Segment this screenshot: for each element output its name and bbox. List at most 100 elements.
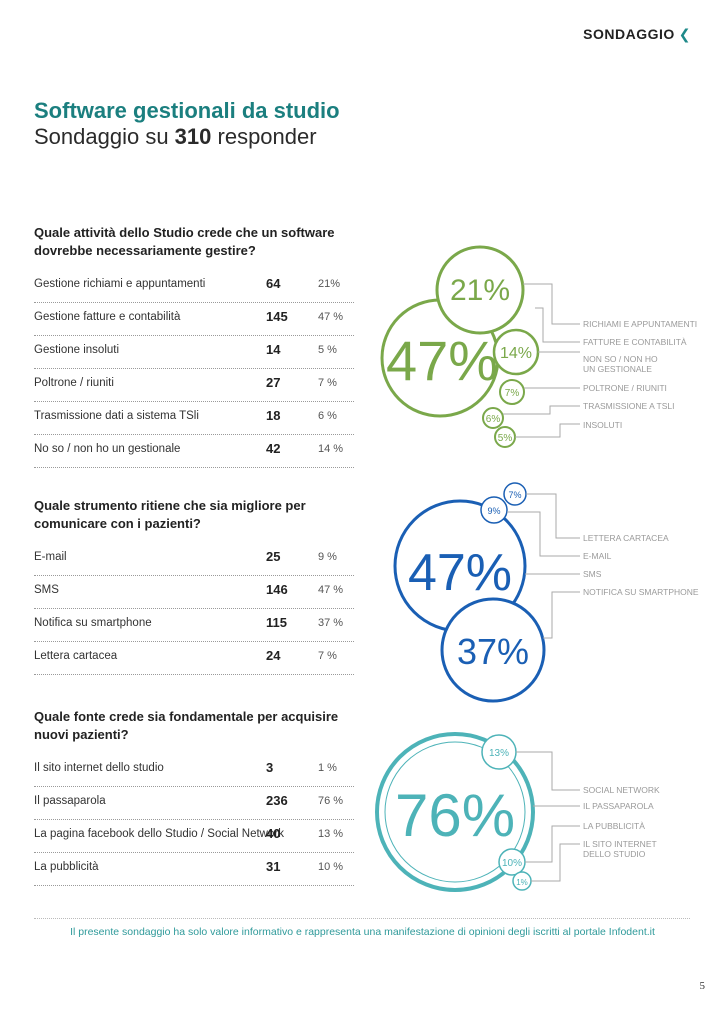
row-label: Il passaparola [34,795,106,807]
row-count: 27 [266,375,281,390]
row-percent: 1 % [318,762,337,774]
bubble-76-outer [375,732,535,892]
legend-item: RICHIAMI E APPUNTAMENTI [583,319,697,329]
subtitle-suffix: responder [211,124,317,149]
bubble-label-37: 37% [457,631,529,672]
legend-item: TRASMISSIONE A TSLI [583,401,674,411]
legend-item: UN GESTIONALE [583,364,652,374]
row-count: 115 [266,615,287,630]
table-row: Il passaparola 236 76 % [34,787,354,820]
row-count: 236 [266,793,288,808]
legend-item: E-MAIL [583,551,612,561]
legend-item: IL PASSAPAROLA [583,801,654,811]
question-2: Quale strumento ritiene che sia migliore… [34,498,306,531]
table-row: La pagina facebook dello Studio / Social… [34,820,354,853]
row-count: 40 [266,826,281,841]
page-number: 5 [699,980,706,992]
row-percent: 21% [318,278,341,290]
bubble-label-13: 13% [489,748,509,759]
table-row: Gestione insoluti 14 5 % [34,336,354,369]
legend-item: FATTURE E CONTABILITÀ [583,337,687,347]
row-percent: 7 % [318,377,337,389]
row-label: Gestione insoluti [34,344,120,356]
row-count: 14 [266,342,281,357]
row-percent: 10 % [318,861,344,873]
legend-item: INSOLUTI [583,420,622,430]
row-label: Lettera cartacea [34,650,118,662]
footer-divider [34,918,690,919]
row-percent: 76 % [318,795,344,807]
bubble-diagrams: 47% 21% 14% 7% 6% 5% RICHIAMI E APPUNTAM… [375,245,699,892]
row-percent: 14 % [318,443,344,455]
subtitle-prefix: Sondaggio su [34,124,175,149]
row-percent: 47 % [318,584,344,596]
responder-count: 310 [174,124,212,149]
row-count: 42 [266,441,281,456]
bubble-21 [435,245,525,335]
bubble-label-9: 9% [487,506,500,516]
row-percent: 7 % [318,650,337,662]
row-count: 31 [266,859,281,874]
page-subtitle: Sondaggio su 310 responder [34,124,317,150]
bubble-label-47: 47% [386,329,498,392]
row-percent: 13 % [318,828,344,840]
bubble-label-7: 7% [505,388,520,399]
bubble-label-5: 5% [498,433,513,444]
row-count: 25 [266,549,281,564]
row-label: E-mail [34,551,67,563]
bubble-label-7: 7% [508,490,521,500]
row-percent: 5 % [318,344,337,356]
row-count: 24 [266,648,281,663]
table-row: Gestione richiami e appuntamenti 64 21% [34,270,354,303]
bubble-label-1: 1% [516,878,528,887]
legend-item: POLTRONE / RIUNITI [583,383,667,393]
row-label: Notifica su smartphone [34,617,152,629]
bubble-label-76: 76% [395,782,515,849]
question-3: Quale fonte crede sia fondamentale per a… [34,709,339,742]
row-label: La pubblicità [34,861,99,873]
table-row: E-mail 25 9 % [34,543,354,576]
row-percent: 37 % [318,617,344,629]
bubble-label-6: 6% [486,414,501,425]
bubble-6 [482,407,504,429]
bubble-label-10: 10% [502,858,522,869]
table-row: SMS 146 47 % [34,576,354,609]
bubble-9 [480,496,508,524]
row-label: Gestione richiami e appuntamenti [34,278,206,290]
bubble-label-47: 47% [408,544,512,602]
table-row: Gestione fatture e contabilità 145 47 % [34,303,354,336]
table-row: Notifica su smartphone 115 37 % [34,609,354,642]
chevron-left-icon: ❮ [678,26,691,42]
legend-item: SMS [583,569,602,579]
row-count: 64 [266,276,281,291]
row-count: 145 [266,309,288,324]
bubble-diagram-2: 47% 37% 9% 7% LETTERA CARTACEA E-MAIL SM… [393,482,699,703]
row-percent: 9 % [318,551,337,563]
row-label: Poltrone / riuniti [34,377,114,389]
table-row: Lettera cartacea 24 7 % [34,642,354,675]
legend-item: SOCIAL NETWORK [583,785,660,795]
section-header: SONDAGGIO ❮ [583,26,691,43]
row-label: SMS [34,584,59,596]
table-row: No so / non ho un gestionale 42 14 % [34,435,354,468]
legend-item: NOTIFICA SU SMARTPHONE [583,587,699,597]
row-percent: 47 % [318,311,344,323]
row-label: No so / non ho un gestionale [34,443,181,455]
question-1: Quale attività dello Studio crede che un… [34,225,335,258]
row-label: Gestione fatture e contabilità [34,311,181,323]
row-label: Trasmissione dati a sistema TSli [34,410,199,422]
legend-item: IL SITO INTERNET [583,839,657,849]
section-label: SONDAGGIO [583,26,675,42]
legend-item: NON SO / NON HO [583,354,658,364]
page-title: Software gestionali da studio [34,98,340,123]
row-label: La pagina facebook dello Studio / Social… [34,828,284,840]
row-count: 18 [266,408,281,423]
bubble-37 [440,597,546,703]
row-percent: 6 % [318,410,337,422]
bubble-label-21: 21% [450,274,510,307]
legend-item: DELLO STUDIO [583,849,646,859]
table-row: Trasmissione dati a sistema TSli 18 6 % [34,402,354,435]
row-count: 146 [266,582,288,597]
table-row: Poltrone / riuniti 27 7 % [34,369,354,402]
table-row: La pubblicità 31 10 % [34,853,354,886]
